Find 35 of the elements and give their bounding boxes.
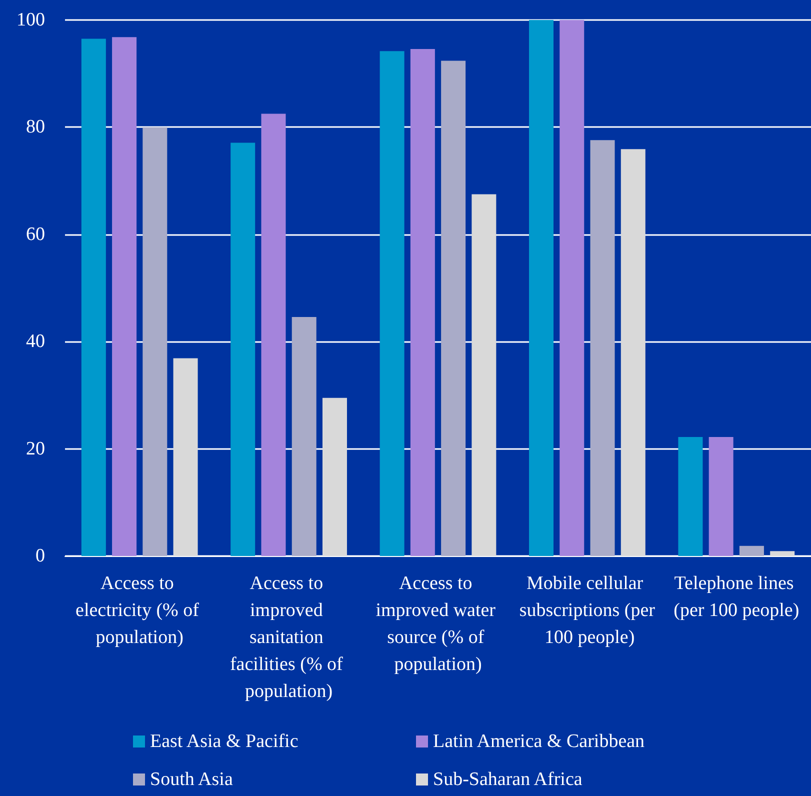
bar [560,20,584,556]
bar [678,437,703,556]
bar [142,127,168,556]
bar [230,142,256,556]
bar [112,37,137,556]
bar [322,398,347,556]
bar [261,114,286,556]
legend-label: Latin America & Caribbean [433,731,646,752]
bar [410,48,435,556]
legend-label: East Asia & Pacific [150,731,298,752]
bar [620,149,646,556]
bar [739,546,764,556]
x-tick-label: Telephone lines (per 100 people) [674,573,800,621]
bar [590,140,615,556]
legend-label: South Asia [150,769,234,790]
y-tick-label: 40 [26,331,45,352]
y-tick-label: 0 [36,546,45,566]
bar [708,437,734,556]
x-tick-label: Access to improved water source (% of population) [376,573,500,675]
bar [441,60,466,556]
bar [173,358,198,556]
bar [529,20,554,556]
bar [81,38,106,556]
y-tick-label: 80 [26,116,45,138]
bar [472,194,496,556]
y-tick-label: 100 [16,10,45,30]
x-tick-label: Access to improved sanitation facilities (% of population) [230,573,348,702]
x-tick-label: Mobile cellular subscriptions (per 100 people) [519,573,656,648]
y-tick-label: 20 [26,438,45,460]
x-tick-label: Access to electricity (% of population) [76,573,204,648]
legend-label: Sub-Saharan Africa [433,769,583,790]
bar [770,551,795,556]
bar [292,316,316,556]
y-tick-label: 60 [26,224,45,245]
bar [380,51,404,556]
